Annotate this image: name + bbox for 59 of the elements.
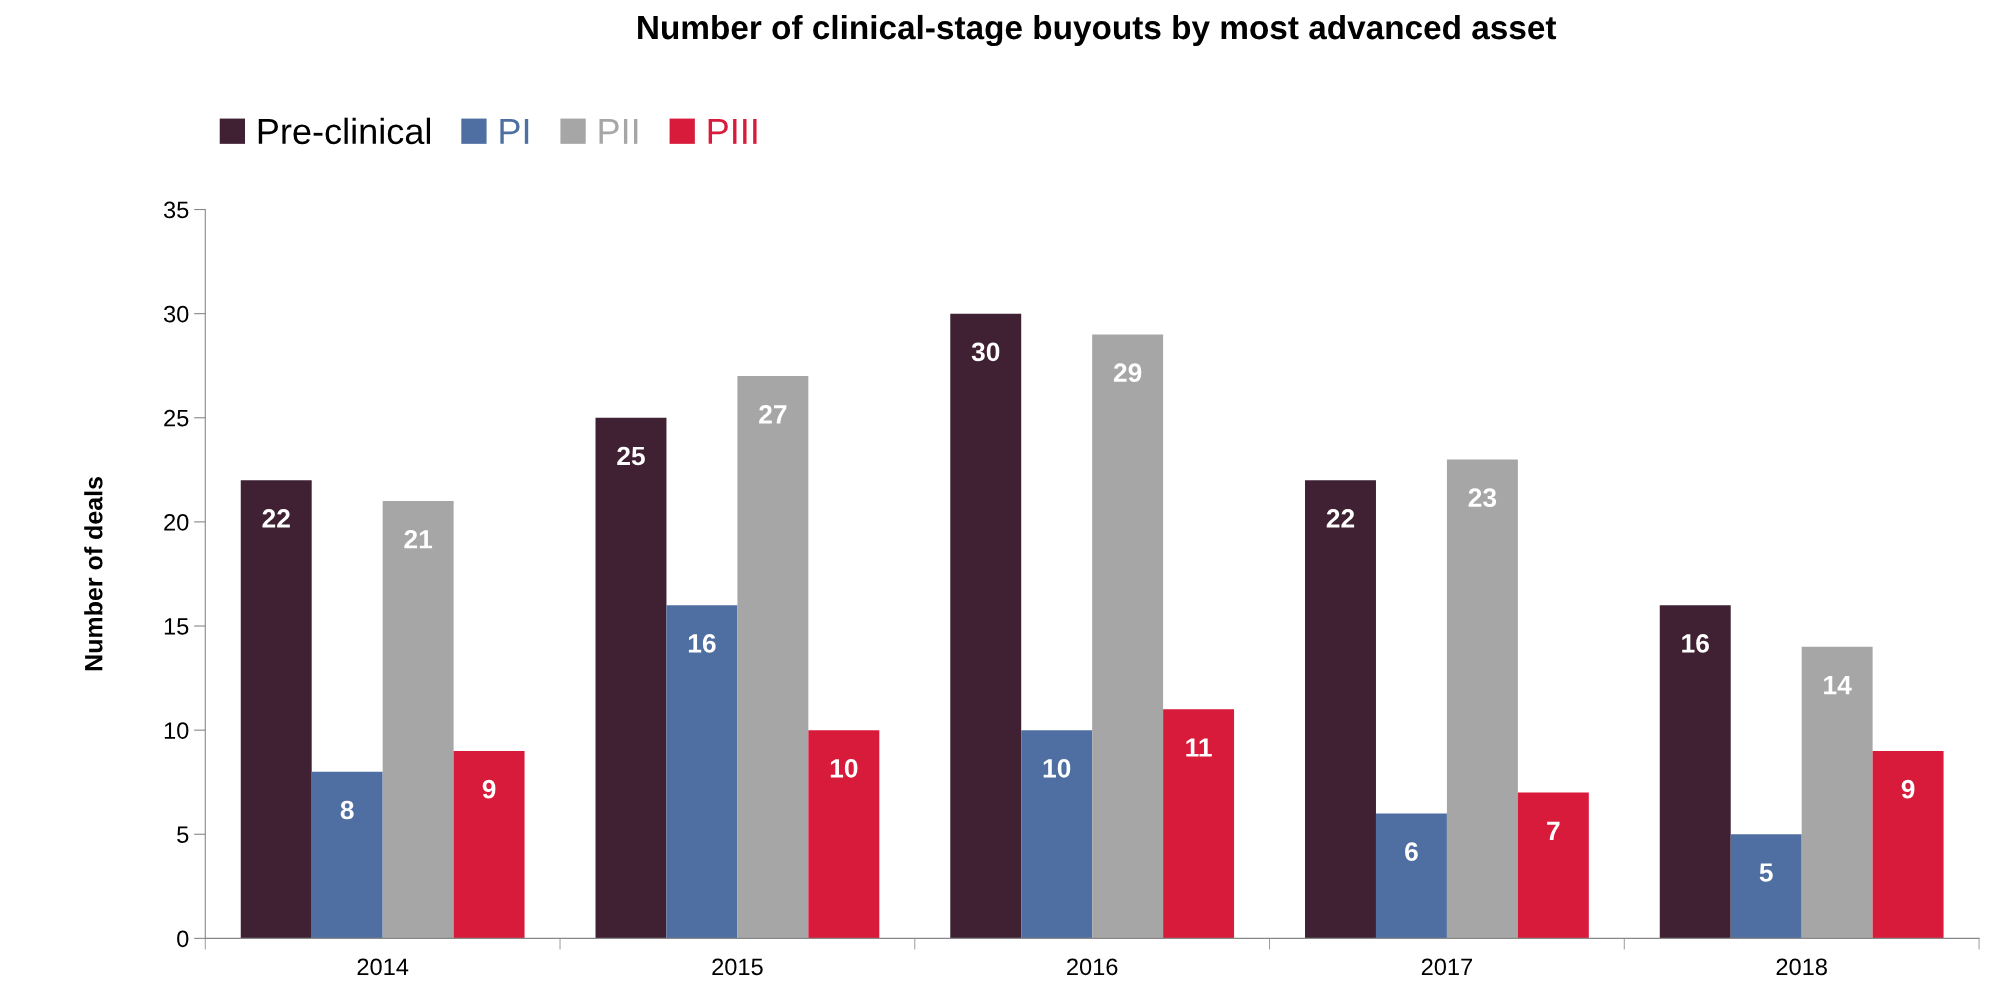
bar: [1659, 605, 1731, 939]
bar: [595, 417, 667, 939]
data-label: 11: [1186, 738, 1212, 757]
bar: [240, 480, 312, 939]
x-tick-label: 2017: [1421, 958, 1472, 976]
data-label: 8: [340, 800, 354, 820]
y-tick-label: 30: [163, 305, 189, 323]
data-label: 21: [404, 529, 433, 549]
bar: [950, 313, 1022, 939]
data-label: 29: [1113, 363, 1142, 383]
bar: [1446, 459, 1518, 939]
legend-label: PI: [500, 119, 529, 144]
chart-title: Number of clinical-stage buyouts by most advanced asset: [638, 14, 1557, 47]
bar: [1305, 480, 1376, 939]
data-label: 7: [1547, 821, 1560, 840]
data-label: 9: [482, 779, 496, 799]
legend-label: PIII: [708, 119, 757, 144]
y-tick-label: 0: [177, 930, 189, 948]
x-tick-label: 2015: [712, 958, 763, 976]
y-axis-title: Number of deals: [84, 477, 103, 671]
data-label: 10: [830, 759, 858, 778]
data-label: 16: [688, 634, 716, 653]
bar: [382, 501, 454, 939]
data-label: 23: [1468, 488, 1497, 508]
data-label: 22: [1326, 509, 1355, 528]
bar: [1517, 792, 1589, 939]
bar: [1872, 750, 1944, 939]
bar: [311, 771, 383, 939]
legend-label: PII: [599, 119, 638, 144]
bar: [666, 605, 738, 939]
data-label: 14: [1824, 675, 1852, 695]
bar: [1801, 646, 1873, 939]
data-label: 30: [971, 342, 1000, 362]
y-tick-label: 15: [164, 618, 189, 635]
data-label: 9: [1901, 779, 1915, 799]
data-label: 6: [1405, 842, 1418, 861]
y-tick-label: 25: [164, 409, 189, 427]
y-tick-label: 35: [163, 201, 189, 219]
y-tick-label: 5: [177, 826, 189, 844]
legend-label: Pre-clinical: [258, 117, 431, 145]
data-label: 27: [759, 405, 787, 424]
bar: [1092, 334, 1164, 939]
y-tick-label: 10: [164, 722, 189, 739]
data-label: 22: [262, 509, 290, 528]
bar: [737, 376, 809, 939]
data-label: 25: [617, 446, 645, 466]
bar: [808, 730, 880, 939]
data-label: 5: [1759, 863, 1773, 882]
data-label: 10: [1043, 759, 1071, 778]
y-tick-label: 20: [164, 513, 189, 531]
bar: [1730, 834, 1802, 939]
x-tick-label: 2018: [1776, 958, 1827, 976]
x-tick-label: 2014: [357, 958, 409, 976]
bar: [453, 750, 525, 939]
data-label: 16: [1682, 634, 1709, 653]
bar: [1021, 730, 1093, 939]
bar: [1375, 813, 1447, 939]
bar: [1163, 709, 1235, 939]
x-tick-label: 2016: [1067, 958, 1118, 976]
